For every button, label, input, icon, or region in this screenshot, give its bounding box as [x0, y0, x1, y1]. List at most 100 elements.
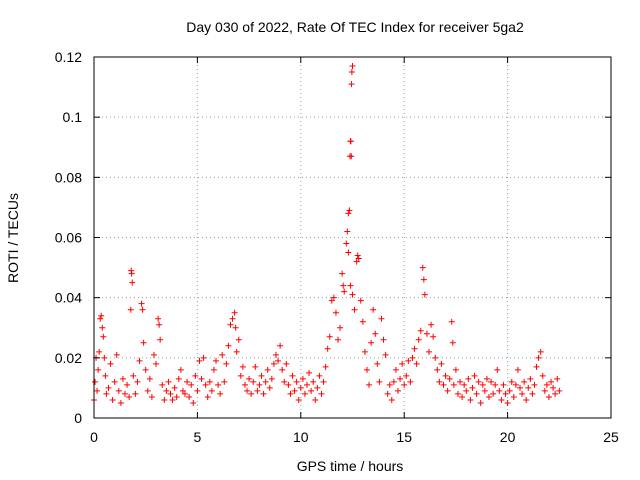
data-point-marker [148, 393, 155, 400]
data-point-marker [355, 255, 362, 262]
data-point-marker [409, 354, 416, 361]
data-point-marker [223, 360, 230, 367]
data-point-marker [490, 390, 497, 397]
data-point-marker [411, 345, 418, 352]
data-point-marker [539, 372, 546, 379]
data-point-marker [139, 306, 146, 313]
data-point-marker [260, 390, 267, 397]
data-point-marker [498, 396, 505, 403]
data-point-marker [258, 372, 265, 379]
data-point-marker [144, 387, 151, 394]
data-point-marker [419, 264, 426, 271]
data-point-marker [434, 366, 441, 373]
data-point-marker [359, 318, 366, 325]
data-point-marker [344, 228, 351, 235]
data-point-marker [392, 366, 399, 373]
y-tick-label: 0.12 [55, 49, 82, 65]
data-point-marker [496, 387, 503, 394]
data-point-marker [494, 366, 501, 373]
data-point-marker [101, 354, 108, 361]
data-point-marker [370, 306, 377, 313]
data-point-marker [95, 366, 102, 373]
data-point-marker [545, 393, 552, 400]
data-point-marker [492, 381, 499, 388]
data-point-marker [426, 348, 433, 355]
data-point-marker [279, 366, 286, 373]
x-tick-label: 5 [194, 429, 202, 445]
data-point-marker [446, 375, 453, 382]
data-point-marker [122, 390, 129, 397]
data-point-marker [188, 381, 195, 388]
x-tick-label: 20 [500, 429, 516, 445]
data-point-marker [103, 390, 110, 397]
data-point-marker [508, 378, 515, 385]
data-point-marker [363, 366, 370, 373]
data-point-marker [420, 276, 427, 283]
data-point-marker [138, 300, 145, 307]
data-point-marker [345, 210, 352, 217]
data-points [91, 63, 563, 406]
chart-title: Day 030 of 2022, Rate Of TEC Index for r… [186, 19, 524, 35]
data-point-marker [407, 378, 414, 385]
data-point-marker [506, 387, 513, 394]
data-point-marker [529, 390, 536, 397]
data-point-marker [117, 399, 124, 406]
data-point-marker [346, 207, 353, 214]
data-point-marker [210, 366, 217, 373]
data-point-marker [194, 387, 201, 394]
data-point-marker [550, 384, 557, 391]
data-point-marker [167, 390, 174, 397]
data-point-marker [438, 360, 445, 367]
data-point-marker [345, 249, 352, 256]
data-point-marker [523, 396, 530, 403]
data-point-marker [94, 387, 101, 394]
data-point-marker [126, 393, 133, 400]
data-point-marker [213, 357, 220, 364]
data-point-marker [351, 306, 358, 313]
data-point-marker [504, 399, 511, 406]
x-tick-label: 15 [396, 429, 412, 445]
data-point-marker [430, 333, 437, 340]
data-point-marker [252, 363, 259, 370]
data-point-marker [299, 375, 306, 382]
data-point-marker [105, 384, 112, 391]
data-point-marker [382, 351, 389, 358]
data-point-marker [415, 336, 422, 343]
data-point-marker [380, 336, 387, 343]
data-point-marker [348, 81, 355, 88]
data-point-marker [330, 294, 337, 301]
data-point-marker [113, 351, 120, 358]
data-point-marker [388, 396, 395, 403]
data-point-marker [287, 390, 294, 397]
data-point-marker [140, 339, 147, 346]
data-point-marker [124, 381, 131, 388]
data-point-marker [177, 366, 184, 373]
data-point-marker [332, 309, 339, 316]
y-tick-label: 0.1 [63, 109, 83, 125]
x-tick-label: 0 [90, 429, 98, 445]
data-point-marker [291, 387, 298, 394]
data-point-marker [452, 366, 459, 373]
data-point-marker [432, 354, 439, 361]
plot-frame [93, 56, 612, 419]
data-point-marker [502, 390, 509, 397]
data-point-marker [254, 387, 261, 394]
data-point-marker [543, 381, 550, 388]
data-point-marker [215, 381, 222, 388]
data-point-marker [510, 393, 517, 400]
data-point-marker [519, 390, 526, 397]
data-point-marker [248, 390, 255, 397]
data-point-marker [283, 360, 290, 367]
data-point-marker [268, 375, 275, 382]
data-point-marker [512, 381, 519, 388]
data-point-marker [202, 381, 209, 388]
data-point-marker [129, 279, 136, 286]
data-point-marker [100, 333, 107, 340]
data-point-marker [465, 375, 472, 382]
data-point-marker [488, 378, 495, 385]
data-point-marker [312, 396, 319, 403]
data-point-marker [128, 270, 135, 277]
data-point-marker [310, 378, 317, 385]
data-point-marker [541, 387, 548, 394]
